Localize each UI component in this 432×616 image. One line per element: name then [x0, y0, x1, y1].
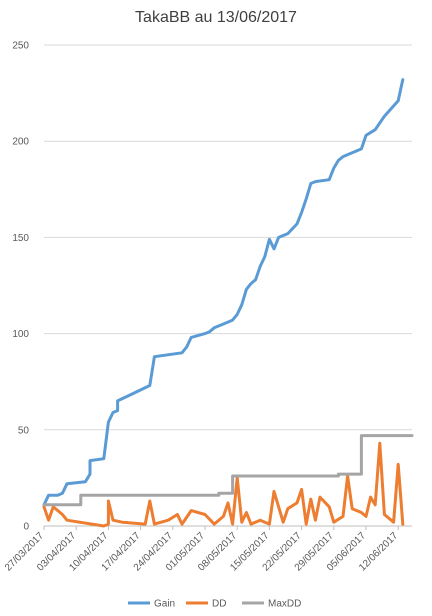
legend-label-maxdd: MaxDD: [268, 599, 301, 610]
y-tick-label: 50: [18, 425, 30, 436]
y-tick-label: 100: [12, 329, 29, 340]
y-tick-label: 250: [12, 41, 29, 52]
series-line-maxdd: [42, 434, 414, 507]
legend-label-dd: DD: [212, 599, 226, 610]
y-tick-label: 200: [12, 137, 29, 148]
y-tick-label: 0: [23, 522, 29, 533]
x-axis-ticks: 27/03/201703/04/201710/04/201717/04/2017…: [3, 526, 401, 574]
series-line-dd: [42, 441, 405, 528]
series-lines: [42, 78, 414, 528]
legend: Gain DD MaxDD: [128, 599, 301, 610]
y-tick-label: 150: [12, 233, 29, 244]
chart-title: TakaBB au 13/06/2017: [135, 9, 297, 26]
legend-label-gain: Gain: [154, 599, 175, 610]
gridlines: [44, 44, 412, 527]
y-axis-ticks: 0 50 100 150 200 250: [12, 41, 29, 533]
series-line-gain: [42, 78, 405, 507]
